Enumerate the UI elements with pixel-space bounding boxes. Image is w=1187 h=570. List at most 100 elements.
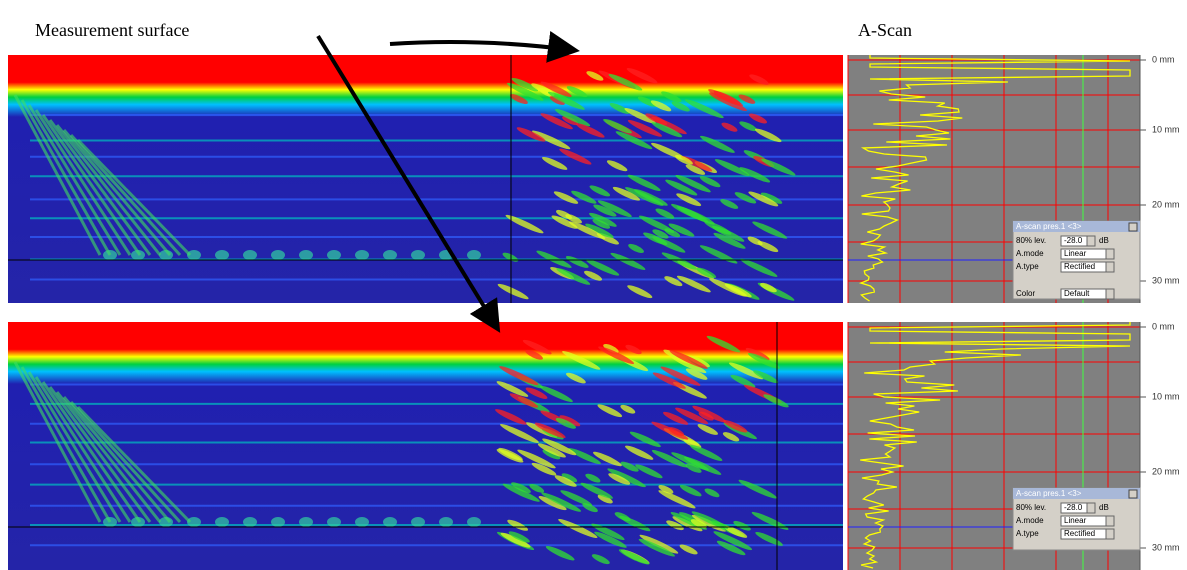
- field-button[interactable]: [1105, 528, 1115, 540]
- dialog: [1012, 220, 1141, 300]
- depth-tick-label: 20 mm: [1152, 199, 1180, 209]
- echo-blob: [739, 167, 771, 183]
- echo-blob: [536, 250, 572, 268]
- echo-blob: [411, 250, 425, 260]
- close-button[interactable]: [1128, 222, 1138, 232]
- echo-blob: [691, 511, 729, 530]
- echo-blob: [699, 135, 735, 153]
- echo-blob: [586, 71, 604, 81]
- echo-blob: [661, 91, 682, 103]
- annotation: Measurement surface: [35, 20, 189, 40]
- echo-blob: [668, 427, 685, 437]
- scan-panel: 0 mm 10 mm 20 mm 30 mm A-scan pres.1 <3> 80% …: [8, 321, 1180, 570]
- echo-blob: [467, 250, 481, 260]
- echo-blob: [749, 74, 769, 85]
- echo-blob: [499, 366, 539, 386]
- field-value: Rectified: [1064, 262, 1095, 271]
- echo-blob: [467, 517, 481, 527]
- echo-streak: [48, 386, 152, 523]
- echo-blob: [517, 449, 556, 469]
- echo-blob: [505, 214, 544, 234]
- echo-blob: [652, 372, 686, 389]
- echo-blob: [738, 94, 756, 104]
- echo-blob: [582, 503, 598, 513]
- echo-blob: [559, 415, 581, 427]
- echo-blob: [603, 118, 632, 134]
- echo-blob: [516, 127, 546, 142]
- echo-streak: [69, 400, 182, 524]
- echo-blob: [696, 267, 717, 279]
- echo-blob: [598, 346, 635, 365]
- echo-blob: [658, 490, 696, 509]
- echo-blob: [615, 131, 653, 150]
- echo-blob: [554, 108, 591, 127]
- field-button[interactable]: [1105, 515, 1115, 527]
- echo-streak: [62, 396, 172, 523]
- echo-blob: [745, 347, 770, 361]
- echo-blob: [733, 520, 751, 531]
- echo-blob: [752, 221, 788, 239]
- echo-blob: [753, 370, 779, 384]
- field-button[interactable]: [1086, 502, 1096, 514]
- echo-blob: [525, 349, 543, 360]
- echo-blob: [299, 517, 313, 527]
- echo-blob: [690, 519, 707, 529]
- echo-blob: [676, 193, 702, 207]
- echo-blob: [755, 531, 783, 546]
- echo-blob: [639, 534, 679, 554]
- echo-blob: [500, 424, 539, 443]
- echo-blob: [525, 387, 548, 399]
- field-button[interactable]: [1105, 248, 1115, 260]
- echo-blob: [571, 190, 597, 204]
- echo-blob: [439, 517, 453, 527]
- field-value: Linear: [1064, 249, 1087, 258]
- echo-blob: [243, 250, 257, 260]
- echo-blob: [537, 443, 566, 458]
- echo-blob: [584, 270, 603, 281]
- dialog-title: A-scan pres.1 <3>: [1016, 489, 1082, 498]
- echo-streak: [27, 104, 122, 256]
- echo-blob: [620, 404, 636, 414]
- close-button[interactable]: [1128, 489, 1138, 499]
- echo-blob: [565, 256, 589, 268]
- echo-blob: [723, 420, 748, 433]
- echo-blob: [591, 554, 610, 565]
- echo-blob: [215, 517, 229, 527]
- echo-blob: [606, 160, 628, 172]
- echo-blob: [593, 451, 622, 467]
- echo-blob: [697, 424, 718, 435]
- scan-panel: 0 mm 10 mm 20 mm 30 mm A-scan pres.1 <3> 80% …: [8, 54, 1180, 303]
- a-trace: [860, 322, 1131, 569]
- echo-blob: [760, 192, 783, 204]
- echo-blob: [716, 540, 746, 556]
- echo-blob: [755, 128, 782, 143]
- echo-blob: [556, 209, 573, 220]
- echo-blob: [620, 461, 639, 472]
- echo-blob: [628, 243, 644, 254]
- field-button[interactable]: [1105, 261, 1115, 273]
- echo-blob: [497, 283, 529, 300]
- echo-blob: [502, 483, 540, 502]
- echo-blob: [635, 464, 663, 479]
- echo-blob: [699, 245, 738, 264]
- echo-streak: [13, 361, 102, 523]
- echo-blob: [589, 185, 611, 197]
- echo-streak: [27, 371, 122, 523]
- field-button[interactable]: [1086, 235, 1096, 247]
- echo-streak: [20, 99, 112, 256]
- echo-blob: [532, 130, 571, 150]
- echo-streak: [55, 391, 162, 523]
- echo-blob: [383, 250, 397, 260]
- echo-streak: [62, 129, 172, 256]
- echo-blob: [724, 283, 752, 298]
- field-label: A.mode: [1016, 516, 1044, 525]
- panel-title: A-Scan: [858, 20, 912, 40]
- echo-blob: [561, 473, 578, 483]
- echo-blob: [713, 232, 746, 249]
- field-button[interactable]: [1105, 288, 1115, 300]
- echo-blob: [651, 122, 683, 138]
- field-unit: dB: [1099, 503, 1109, 512]
- echo-blob: [699, 176, 721, 188]
- echo-blob: [597, 200, 632, 218]
